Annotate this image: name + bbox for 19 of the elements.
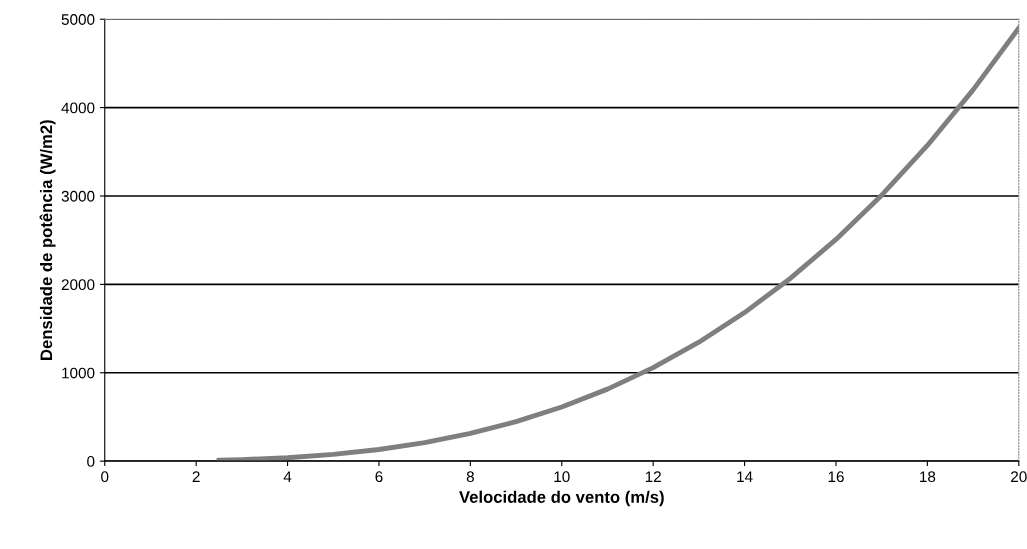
x-axis-title: Velocidade do vento (m/s)	[459, 490, 664, 507]
x-tick-label: 6	[375, 471, 383, 483]
y-axis-title: Densidade de potência (W/m2)	[39, 120, 56, 360]
x-tick-label: 20	[1011, 471, 1027, 483]
y-tick-label: 1000	[62, 367, 95, 379]
x-tick-label: 16	[828, 471, 844, 483]
x-tick-label: 10	[554, 471, 570, 483]
x-tick-label: 18	[920, 471, 936, 483]
x-tick-label: 0	[101, 471, 109, 483]
y-tick-label: 5000	[61, 14, 95, 25]
y-tick-label: 0	[87, 456, 95, 467]
x-tick-label: 12	[645, 471, 661, 482]
x-tick-label: 14	[737, 471, 753, 482]
y-tick-label: 2000	[61, 279, 95, 291]
x-tick-label: 2	[192, 471, 200, 482]
x-tick-label: 8	[466, 471, 474, 483]
y-tick-label: 4000	[61, 102, 95, 114]
x-tick-label: 4	[283, 471, 292, 482]
y-tick-label: 3000	[61, 190, 95, 202]
